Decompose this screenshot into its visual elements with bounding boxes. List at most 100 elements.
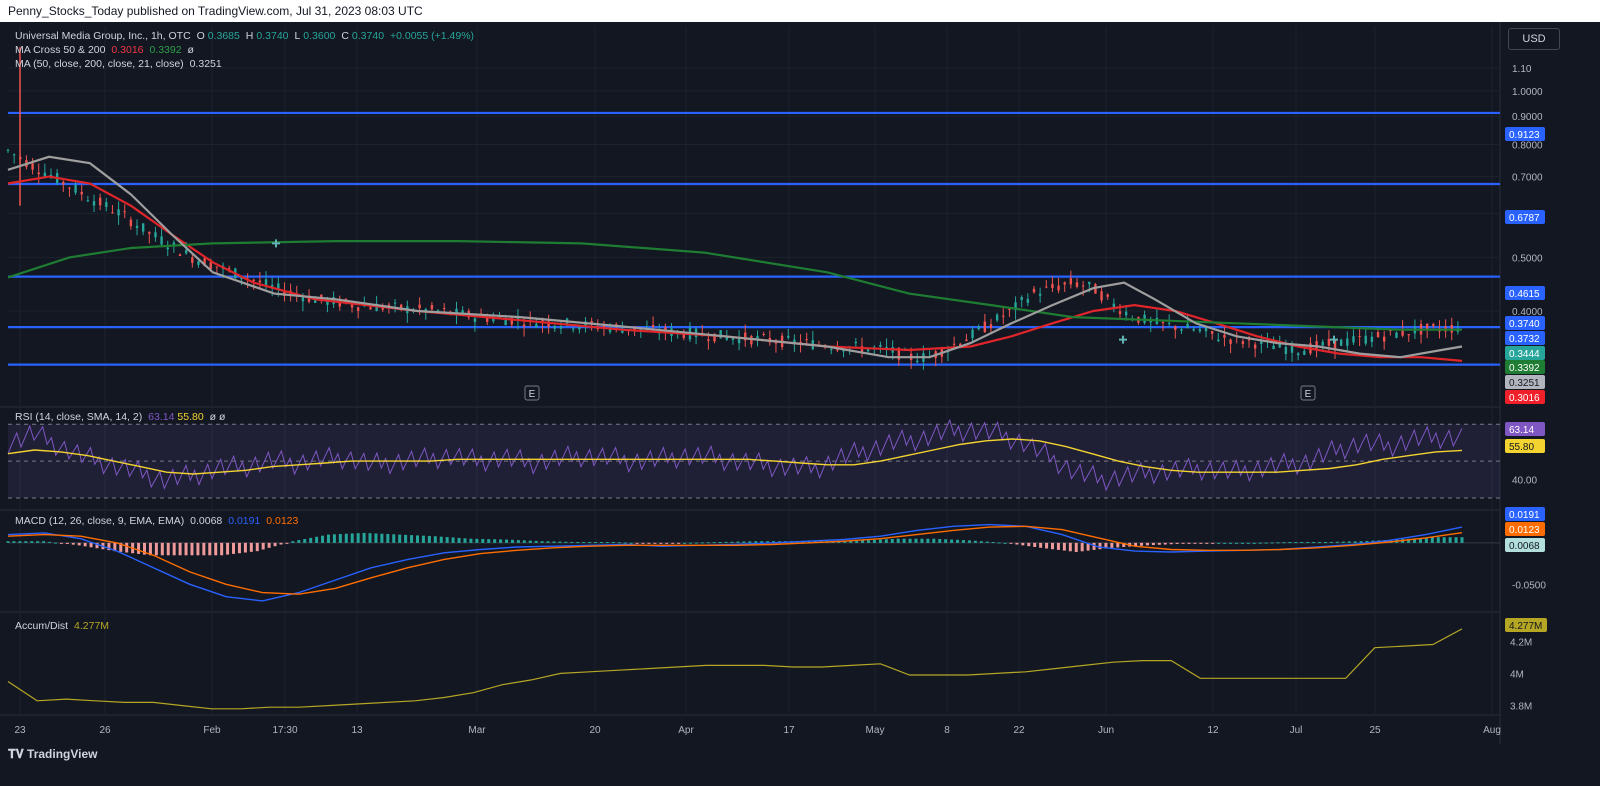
price-tick-label: 1.0000 — [1512, 87, 1543, 98]
ad-legend[interactable]: Accum/Dist 4.277M — [15, 619, 112, 633]
candle-body — [399, 304, 403, 310]
macd-histogram-bar — [772, 541, 776, 543]
macd-histogram-bar — [137, 542, 141, 554]
macd-histogram-bar — [1187, 542, 1191, 544]
candle-body — [313, 298, 317, 303]
candle-body — [1069, 278, 1073, 285]
macd-histogram-bar — [855, 540, 859, 543]
macd-histogram-bar — [617, 542, 621, 544]
candle-body — [977, 326, 980, 330]
macd-histogram-bar — [938, 538, 942, 543]
macd-histogram-bar — [1252, 542, 1256, 544]
macd-histogram-bar — [6, 541, 10, 543]
macd-histogram-bar — [142, 542, 146, 555]
ma-value: 0.3251 — [189, 58, 222, 70]
macd-histogram-bar — [119, 542, 123, 552]
macd-legend[interactable]: MACD (12, 26, close, 9, EMA, EMA) 0.0068… — [15, 514, 301, 528]
price-tick-label: 0.5000 — [1512, 253, 1543, 264]
time-tick-label: 25 — [1369, 725, 1381, 736]
macd-histogram-bar — [172, 542, 176, 556]
macd-histogram-bar — [1448, 537, 1452, 543]
macd-histogram-bar — [59, 542, 63, 544]
candle-body — [1389, 329, 1392, 332]
macd-histogram-bar — [1460, 537, 1464, 543]
rsi-tick-label: 40.00 — [1512, 476, 1537, 487]
candle-body — [215, 266, 219, 268]
price-tick-label: 1.10 — [1512, 64, 1532, 75]
macd-histogram-bar — [997, 542, 1001, 544]
macd-histogram-bar — [1039, 542, 1043, 548]
candle-body — [842, 350, 845, 352]
high-label: H — [245, 30, 254, 42]
candle-body — [805, 339, 808, 341]
macd-histogram-bar — [973, 540, 977, 543]
macd-histogram-bar — [1234, 542, 1238, 544]
candle-body — [725, 335, 729, 340]
candle-body — [860, 346, 864, 353]
candle-body — [744, 332, 747, 341]
macd-histogram-bar — [1134, 542, 1138, 547]
ma-cross-name: MA Cross 50 & 200 — [15, 44, 106, 56]
macd-hist-value: 0.0068 — [190, 515, 223, 527]
currency-button[interactable]: USD — [1508, 28, 1560, 50]
rsi-extra-1: ø — [209, 411, 217, 423]
rsi-legend[interactable]: RSI (14, close, SMA, 14, 2) 63.14 55.80 ø… — [15, 410, 228, 424]
macd-histogram-bar — [1021, 542, 1025, 546]
macd-histogram-bar — [718, 542, 722, 544]
macd-histogram-bar — [160, 542, 164, 556]
macd-histogram-bar — [315, 536, 319, 543]
macd-histogram-bar — [303, 538, 307, 543]
macd-histogram-bar — [12, 541, 16, 543]
earnings-marker-label: E — [529, 389, 536, 400]
chart-canvas[interactable]: 1.101.00000.90000.80000.70000.60000.5000… — [0, 22, 1600, 744]
candle-body — [1278, 341, 1281, 348]
macd-histogram-bar — [849, 540, 853, 543]
candle-body — [148, 232, 151, 234]
macd-value: 0.0191 — [228, 515, 261, 527]
macd-histogram-bar — [1324, 542, 1328, 544]
candle-body — [559, 326, 563, 329]
price-tick-label: 0.8000 — [1512, 140, 1543, 151]
macd-histogram-bar — [237, 542, 241, 554]
candle-body — [854, 341, 858, 344]
candle-body — [1057, 285, 1060, 291]
candle-body — [1124, 311, 1128, 316]
macd-tick-label: -0.0500 — [1512, 580, 1546, 591]
price-label-text: 0.6787 — [1509, 213, 1540, 224]
macd-histogram-bar — [392, 534, 396, 543]
macd-histogram-bar — [1003, 542, 1007, 544]
macd-histogram-bar — [1169, 542, 1173, 545]
macd-histogram-bar — [148, 542, 152, 556]
macd-histogram-bar — [362, 532, 366, 543]
macd-histogram-bar — [1276, 542, 1280, 544]
candle-body — [535, 323, 538, 328]
candle-body — [590, 321, 593, 324]
macd-histogram-bar — [706, 542, 710, 544]
macd-histogram-bar — [249, 542, 253, 552]
ma-cross-legend[interactable]: MA Cross 50 & 200 0.3016 0.3392 ø — [15, 43, 197, 57]
candle-body — [682, 334, 686, 338]
macd-histogram-bar — [505, 539, 509, 543]
candle-body — [1014, 302, 1017, 311]
candle-body — [737, 336, 741, 344]
candle-body — [375, 303, 378, 312]
candle-body — [1327, 338, 1331, 346]
price-label-box — [1505, 210, 1545, 224]
ma-legend[interactable]: MA (50, close, 200, close, 21, close) 0.… — [15, 57, 225, 71]
symbol-name: Universal Media Group, Inc., 1h, OTC — [15, 30, 191, 42]
macd-histogram-bar — [605, 542, 609, 544]
macd-histogram-bar — [1027, 542, 1031, 547]
price-label-text: 0.4615 — [1509, 289, 1540, 300]
candle-body — [971, 329, 974, 339]
macd-histogram-bar — [309, 537, 313, 543]
macd-histogram-bar — [427, 535, 431, 543]
candle-body — [719, 330, 722, 339]
candle-body — [1186, 323, 1189, 329]
macd-histogram-bar — [1424, 537, 1428, 543]
candle-body — [1192, 328, 1195, 331]
ma-cross-value-1: 0.3016 — [111, 44, 144, 56]
candle-body — [1106, 294, 1109, 297]
time-tick-label: 23 — [14, 725, 26, 736]
macd-histogram-bar — [398, 534, 402, 543]
ma-cross-extra: ø — [187, 44, 194, 56]
